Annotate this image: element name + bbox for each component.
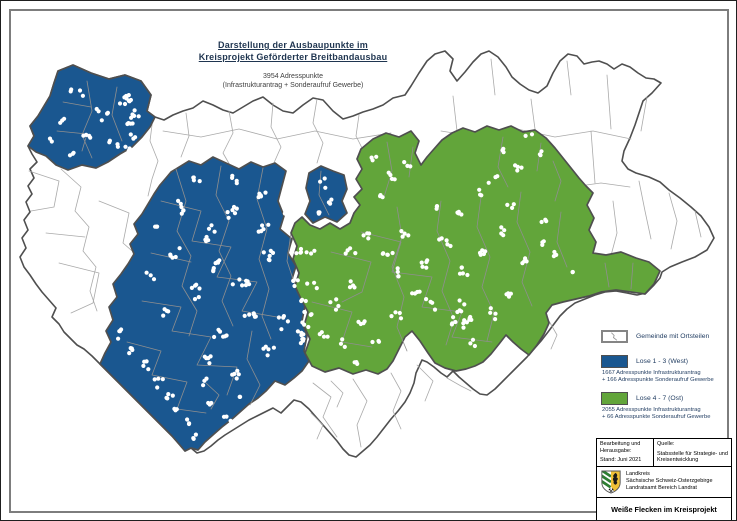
map-info-box: Bearbeitung und Herausgabe: Stand: Juni … bbox=[596, 438, 732, 520]
source-label: Quelle: bbox=[657, 441, 675, 447]
legend-item-west: Lose 1 - 3 (West) bbox=[601, 355, 733, 368]
east-lots-swatch bbox=[601, 392, 628, 405]
legend-label-east: Lose 4 - 7 (Ost) bbox=[636, 395, 684, 402]
west-detail-line2: + 166 Adresspunkte Sonderaufruf Gewerbe bbox=[602, 377, 714, 383]
legend-label-municipality: Gemeinde mit Ortsteilen bbox=[636, 333, 710, 340]
legend-label-west: Lose 1 - 3 (West) bbox=[636, 358, 689, 365]
project-title: Weiße Flecken im Kreisprojekt bbox=[611, 504, 717, 514]
west-lots-swatch bbox=[601, 355, 628, 368]
west-detail-line1: 1667 Adresspunkte Infrastrukturantrag bbox=[602, 370, 701, 376]
east-detail-line2: + 66 Adresspunkte Sonderaufruf Gewerbe bbox=[602, 414, 711, 420]
authority-cell: ⚒ Landkreis Sächsische Schweiz-Osterzgeb… bbox=[597, 467, 731, 498]
municipality-outline-icon bbox=[601, 330, 628, 343]
legend: Gemeinde mit Ortsteilen Lose 1 - 3 (West… bbox=[601, 330, 733, 429]
svg-text:⚒: ⚒ bbox=[608, 488, 614, 495]
source-cell: Quelle: Stabsstelle für Strategie- und K… bbox=[654, 439, 731, 466]
authority-line1: Landkreis bbox=[626, 471, 650, 478]
map-heading: Darstellung der Ausbaupunkte im Kreispro… bbox=[143, 39, 443, 90]
address-point-detail: (Infrastrukturantrag + Sonderaufruf Gewe… bbox=[222, 82, 364, 89]
map-title-line2: Kreisprojekt Geförderter Breitbandausbau bbox=[198, 52, 388, 62]
edition-date: Stand: Juni 2021 bbox=[600, 457, 642, 463]
legend-item-municipality: Gemeinde mit Ortsteilen bbox=[601, 330, 733, 343]
source-value: Stabsstelle für Strategie- und Kreisentw… bbox=[657, 450, 728, 464]
edition-label: Bearbeitung und Herausgabe: bbox=[600, 441, 641, 454]
address-point-count: 3954 Adresspunkte bbox=[263, 73, 323, 80]
legend-item-east: Lose 4 - 7 (Ost) bbox=[601, 392, 733, 405]
west-lots-detail: 1667 Adresspunkte Infrastrukturantrag + … bbox=[602, 370, 733, 384]
east-detail-line1: 2055 Adresspunkte Infrastrukturantrag bbox=[602, 407, 701, 413]
east-lots-detail: 2055 Adresspunkte Infrastrukturantrag + … bbox=[602, 407, 733, 421]
authority-line3: Landratsamt Bereich Landrat bbox=[626, 484, 697, 491]
map-frame bbox=[9, 9, 729, 513]
edition-cell: Bearbeitung und Herausgabe: Stand: Juni … bbox=[597, 439, 654, 466]
map-title-line1: Darstellung der Ausbaupunkte im bbox=[218, 40, 368, 50]
authority-line2: Sächsische Schweiz-Osterzgebirge bbox=[626, 478, 713, 485]
district-coat-of-arms-icon: ⚒ bbox=[601, 470, 621, 495]
